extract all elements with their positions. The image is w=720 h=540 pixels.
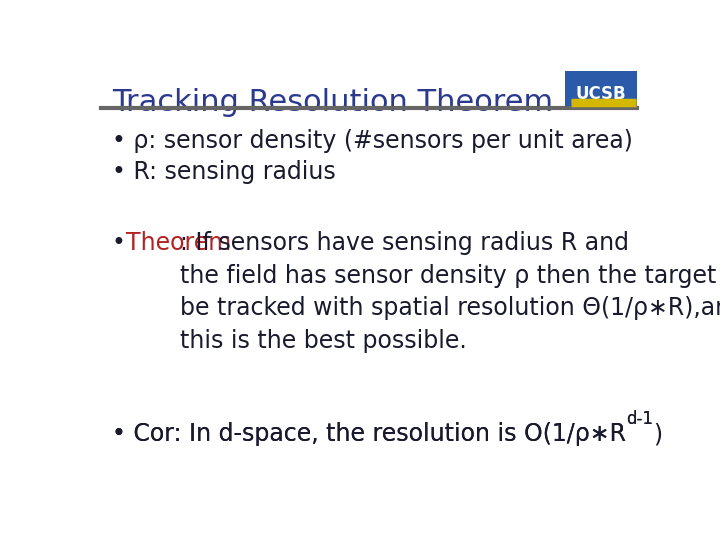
Text: d-1: d-1 [626, 410, 653, 428]
Text: • Cor: In d-space, the resolution is O(1/ρ∗R: • Cor: In d-space, the resolution is O(1… [112, 422, 626, 447]
Text: Theorem: Theorem [126, 231, 231, 255]
Text: •: • [112, 231, 134, 255]
Text: : If sensors have sensing radius R and
the field has sensor density ρ then the t: : If sensors have sensing radius R and t… [180, 231, 720, 353]
Text: • Cor: In d-space, the resolution is O(1/ρ∗R: • Cor: In d-space, the resolution is O(1… [112, 422, 626, 447]
Text: Tracking Resolution Theorem: Tracking Resolution Theorem [112, 87, 554, 117]
Text: ): ) [653, 422, 662, 447]
Text: • R: sensing radius: • R: sensing radius [112, 160, 336, 185]
Text: d-1: d-1 [626, 410, 653, 428]
FancyBboxPatch shape [565, 71, 637, 105]
Text: UCSB: UCSB [576, 85, 626, 103]
Text: • ρ: sensor density (#sensors per unit area): • ρ: sensor density (#sensors per unit a… [112, 129, 633, 153]
